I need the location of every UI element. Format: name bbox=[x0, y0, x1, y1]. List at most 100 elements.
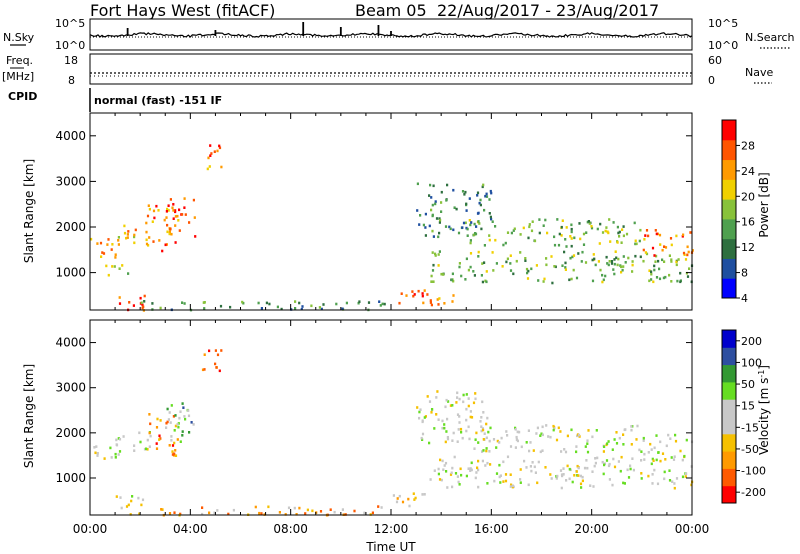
data-cell bbox=[203, 368, 206, 371]
data-cell bbox=[208, 349, 211, 353]
data-cell bbox=[505, 430, 508, 433]
data-cell bbox=[214, 349, 217, 352]
data-cell bbox=[553, 235, 556, 239]
data-cell bbox=[594, 457, 597, 460]
data-cell bbox=[686, 245, 689, 249]
data-cell bbox=[470, 461, 473, 465]
data-cell bbox=[178, 416, 181, 420]
data-cell bbox=[650, 270, 653, 273]
data-cell bbox=[127, 272, 130, 275]
data-cell bbox=[429, 299, 432, 302]
data-cell bbox=[418, 416, 421, 420]
data-cell bbox=[163, 218, 166, 222]
data-cell bbox=[659, 459, 662, 463]
data-cell bbox=[485, 449, 488, 453]
data-cell bbox=[127, 230, 130, 233]
data-cell bbox=[608, 218, 611, 221]
data-cell bbox=[187, 414, 191, 418]
data-cell bbox=[432, 184, 435, 188]
data-cell bbox=[620, 241, 623, 244]
data-cell bbox=[682, 233, 685, 237]
data-cell bbox=[127, 503, 130, 507]
data-cell bbox=[577, 433, 581, 437]
colorbar-frame bbox=[721, 329, 737, 504]
data-cell bbox=[679, 280, 682, 284]
data-cell bbox=[526, 277, 530, 280]
data-cell bbox=[647, 234, 650, 238]
data-cell bbox=[435, 413, 438, 416]
data-cell bbox=[522, 226, 525, 230]
colorbar-segment bbox=[722, 218, 736, 240]
data-cell bbox=[155, 426, 159, 429]
data-cell bbox=[441, 459, 444, 463]
data-cell bbox=[474, 438, 477, 441]
data-cell bbox=[469, 467, 472, 470]
data-cell bbox=[631, 457, 634, 460]
y-tick-label: 3000 bbox=[55, 174, 86, 188]
data-cell bbox=[472, 401, 476, 405]
data-cell bbox=[481, 262, 484, 265]
data-cell bbox=[588, 222, 591, 225]
data-cell bbox=[260, 307, 263, 310]
data-cell bbox=[498, 463, 501, 467]
data-cell bbox=[168, 512, 172, 515]
data-cell bbox=[676, 279, 679, 283]
data-cell bbox=[254, 505, 257, 509]
data-cell bbox=[648, 279, 651, 283]
data-cell bbox=[459, 427, 463, 431]
data-cell bbox=[435, 217, 439, 220]
data-cell bbox=[668, 469, 671, 472]
data-cell bbox=[117, 437, 120, 440]
data-cell bbox=[341, 307, 344, 311]
data-cell bbox=[450, 471, 453, 475]
data-cell bbox=[155, 204, 158, 208]
data-cell bbox=[440, 201, 443, 204]
data-cell bbox=[449, 227, 452, 231]
data-cell bbox=[478, 201, 481, 205]
data-cell bbox=[554, 265, 557, 269]
data-cell bbox=[183, 302, 186, 305]
data-cell bbox=[133, 449, 136, 452]
data-cell bbox=[170, 439, 173, 442]
data-cell bbox=[168, 227, 172, 231]
data-cell bbox=[551, 281, 554, 285]
data-cell bbox=[452, 294, 455, 297]
data-cell bbox=[675, 260, 678, 264]
data-cell bbox=[294, 307, 297, 310]
data-cell bbox=[458, 265, 461, 269]
data-cell bbox=[683, 253, 686, 256]
data-cell bbox=[685, 438, 688, 442]
data-cell bbox=[105, 264, 108, 268]
data-cell bbox=[111, 243, 114, 246]
data-cell bbox=[677, 258, 680, 261]
nsearch-tick-bottom: 10^0 bbox=[708, 39, 738, 52]
colorbar-segment bbox=[722, 199, 736, 220]
data-cell bbox=[593, 464, 596, 468]
data-cell bbox=[527, 269, 530, 273]
data-cell bbox=[650, 462, 653, 466]
data-cell bbox=[421, 294, 424, 298]
data-cell bbox=[161, 508, 164, 511]
data-cell bbox=[643, 458, 646, 461]
data-cell bbox=[398, 301, 401, 305]
data-cell bbox=[602, 450, 605, 453]
data-cell bbox=[488, 198, 491, 201]
data-cell bbox=[683, 454, 686, 458]
data-cell bbox=[439, 218, 442, 222]
data-cell bbox=[257, 301, 260, 305]
data-cell bbox=[515, 259, 518, 263]
data-cell bbox=[482, 438, 485, 441]
data-cell bbox=[621, 228, 624, 231]
data-cell bbox=[169, 198, 172, 201]
data-cell bbox=[465, 474, 468, 478]
data-cell bbox=[669, 437, 672, 440]
colorbar-tick-label: 200 bbox=[741, 335, 762, 348]
data-cell bbox=[424, 234, 427, 237]
data-cell bbox=[536, 426, 539, 430]
data-cell bbox=[183, 415, 186, 418]
data-cell bbox=[491, 220, 494, 223]
data-cell bbox=[401, 500, 405, 504]
data-cell bbox=[643, 238, 646, 241]
data-cell bbox=[461, 436, 464, 440]
data-cell bbox=[515, 438, 518, 441]
